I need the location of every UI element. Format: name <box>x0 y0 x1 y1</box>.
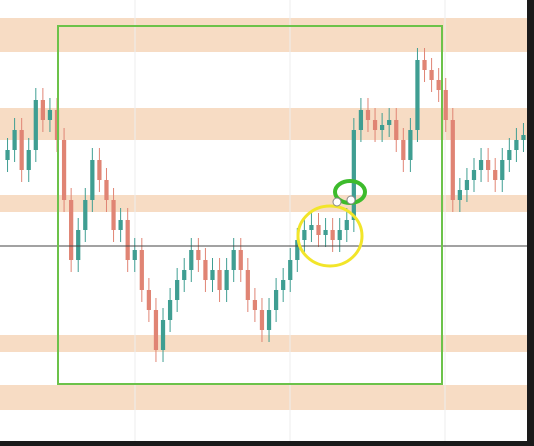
body <box>231 250 236 270</box>
body <box>457 190 462 200</box>
body <box>507 150 512 160</box>
body <box>486 160 491 170</box>
body <box>217 270 222 290</box>
body <box>266 310 272 330</box>
body <box>365 110 371 120</box>
zone <box>0 108 527 140</box>
body <box>309 225 314 230</box>
body <box>238 250 243 270</box>
grid <box>134 0 446 441</box>
body <box>344 220 349 230</box>
body <box>351 130 356 220</box>
body <box>118 220 123 230</box>
body <box>160 320 166 350</box>
marker <box>332 197 342 207</box>
body <box>464 180 470 190</box>
candles <box>5 48 526 362</box>
body <box>471 170 477 180</box>
body <box>358 110 364 130</box>
range-box <box>57 25 443 385</box>
body <box>224 270 229 290</box>
zones <box>0 18 527 410</box>
body <box>493 170 498 180</box>
body <box>90 160 95 200</box>
body <box>83 200 88 230</box>
body <box>40 100 45 120</box>
body <box>189 250 194 270</box>
body <box>26 150 31 170</box>
body <box>415 60 420 130</box>
body <box>175 280 180 300</box>
body <box>12 130 17 150</box>
body <box>104 180 109 200</box>
body <box>429 70 434 80</box>
body <box>245 270 250 300</box>
body <box>443 90 448 120</box>
body <box>259 310 265 330</box>
body <box>196 250 201 260</box>
body <box>302 230 307 240</box>
body <box>132 250 137 260</box>
body <box>252 300 258 310</box>
body <box>288 260 293 280</box>
body <box>514 140 519 150</box>
marker <box>346 195 356 205</box>
body <box>210 270 215 280</box>
body <box>379 125 385 130</box>
body <box>5 150 10 160</box>
plot-background <box>0 0 527 441</box>
body <box>182 270 187 280</box>
body <box>478 160 484 170</box>
body <box>76 230 81 260</box>
body <box>203 260 208 280</box>
body <box>61 140 67 200</box>
body <box>153 310 159 350</box>
body <box>97 160 102 180</box>
body <box>281 280 286 290</box>
body <box>167 300 173 320</box>
body <box>139 250 144 290</box>
body <box>500 160 505 180</box>
body <box>47 110 53 120</box>
zone <box>0 18 527 52</box>
body <box>19 130 24 170</box>
body <box>387 120 392 125</box>
body <box>111 200 116 230</box>
body <box>33 100 38 150</box>
body <box>401 140 406 160</box>
body <box>408 130 413 160</box>
zone <box>0 195 527 212</box>
body <box>146 290 152 310</box>
zone <box>0 385 527 410</box>
body <box>337 230 342 240</box>
body <box>422 60 427 70</box>
body <box>521 135 526 140</box>
body <box>436 80 441 90</box>
body <box>273 290 279 310</box>
body <box>330 230 335 240</box>
yellow-circle <box>296 204 364 268</box>
body <box>372 120 378 130</box>
body <box>125 220 130 260</box>
body <box>394 120 399 140</box>
body <box>295 240 300 260</box>
body <box>450 120 455 200</box>
body <box>69 200 74 260</box>
zone <box>0 335 527 352</box>
body <box>316 225 321 235</box>
body <box>323 230 328 235</box>
